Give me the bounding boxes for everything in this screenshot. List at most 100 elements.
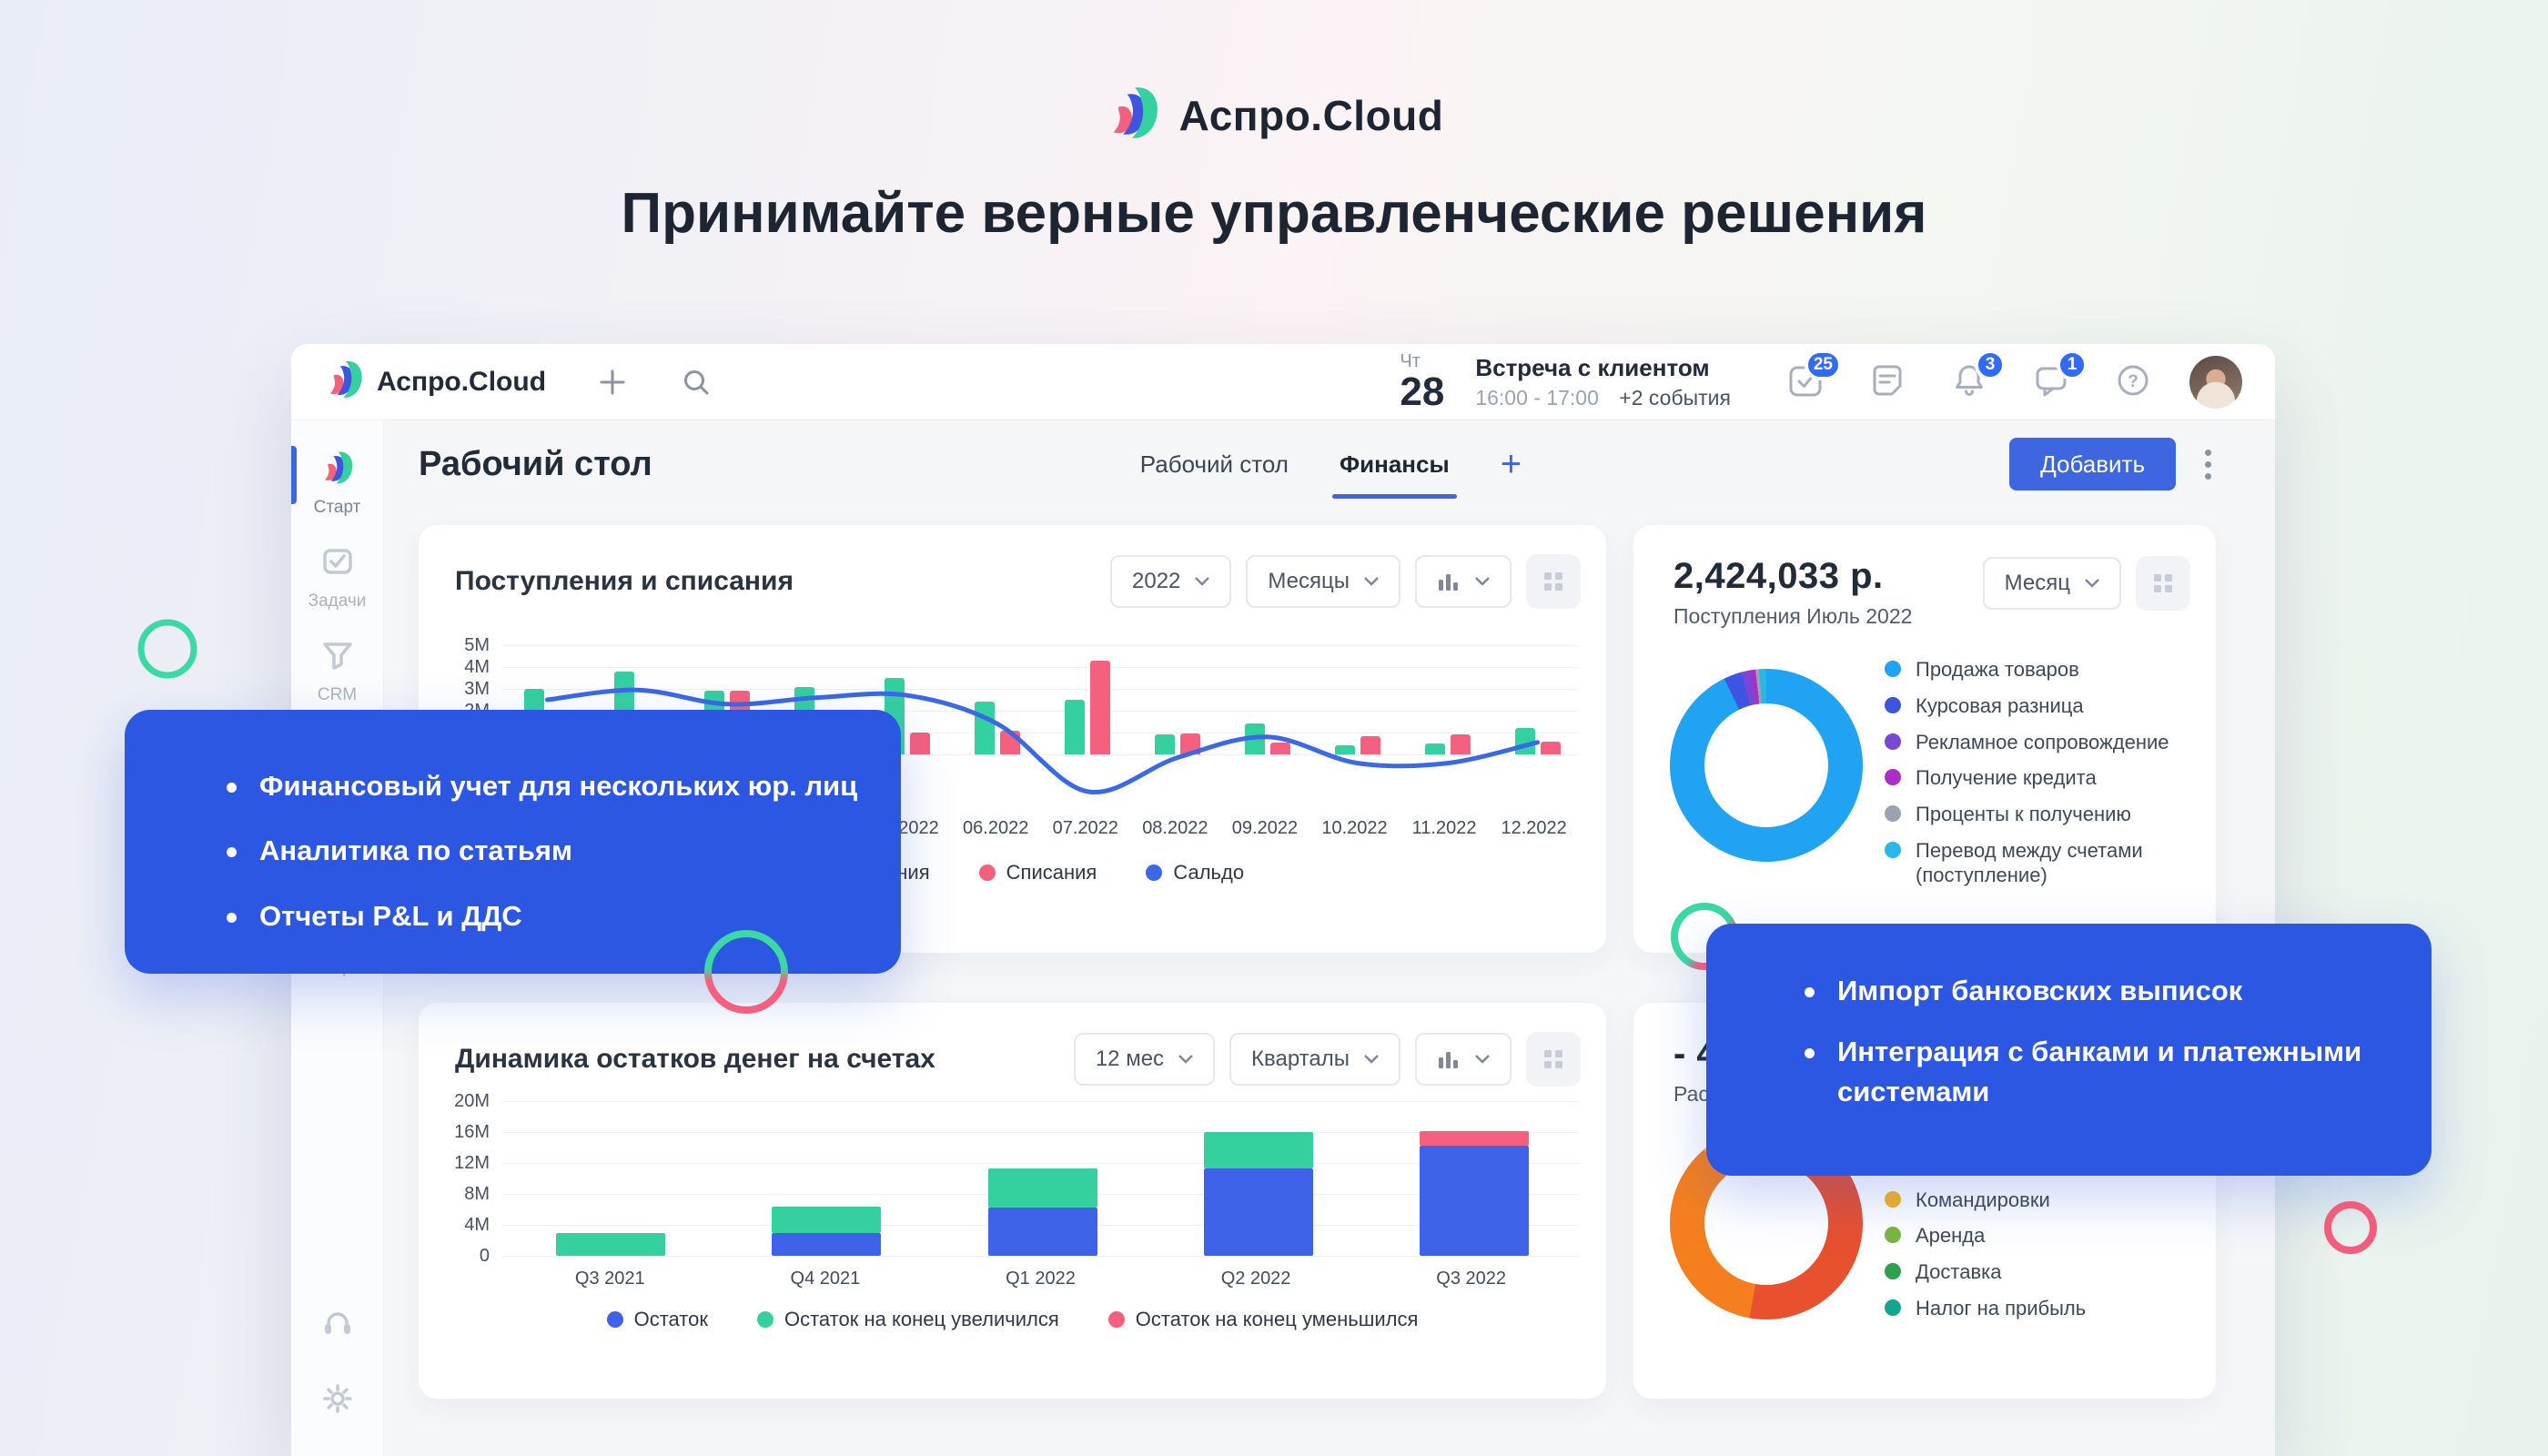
stack-Остаток на конец увеличился bbox=[987, 1168, 1097, 1208]
drag-handle[interactable] bbox=[1526, 1032, 1581, 1087]
sidebar-item-старт[interactable]: Старт bbox=[291, 437, 383, 531]
add-widget-button[interactable]: Добавить bbox=[2009, 438, 2176, 490]
x-axis-label: Q3 2022 bbox=[1436, 1269, 1507, 1289]
notifications-badge: 3 bbox=[1975, 349, 2006, 380]
bar-Списания bbox=[1540, 741, 1561, 754]
y-axis-tick: 8M bbox=[464, 1184, 490, 1204]
widget-balance-dynamics: Динамика остатков денег на счетах 12 мес… bbox=[419, 1003, 1606, 1399]
stack-Остаток на конец уменьшился bbox=[1420, 1131, 1530, 1147]
bar-chart-icon bbox=[1439, 574, 1458, 591]
legend-item: Курсовая разница bbox=[1885, 694, 2190, 719]
chevron-down-icon bbox=[1364, 1055, 1379, 1064]
sidebar-item-label: CRM bbox=[317, 684, 358, 704]
x-axis-label: Q4 2021 bbox=[790, 1269, 861, 1289]
event-subtitle: 16:00 - 17:00 +2 события bbox=[1475, 386, 1731, 410]
stack-Остаток bbox=[987, 1208, 1097, 1256]
period-select[interactable]: Месяцы bbox=[1246, 555, 1400, 608]
legend-item: Остаток на конец увеличился bbox=[756, 1308, 1059, 1331]
legend-item: Рекламное сопровождение bbox=[1885, 731, 2190, 755]
bar-Поступления bbox=[1064, 700, 1085, 754]
x-axis-label: Q2 2022 bbox=[1220, 1269, 1291, 1289]
legend-dot bbox=[756, 1311, 774, 1328]
chart-type-select[interactable] bbox=[1415, 1033, 1512, 1086]
year-select[interactable]: 2022 bbox=[1110, 555, 1232, 608]
next-event[interactable]: Встреча с клиентом 16:00 - 17:00 +2 собы… bbox=[1475, 353, 1731, 411]
x-axis-label: 11.2022 bbox=[1411, 818, 1477, 838]
legend-dot bbox=[1885, 696, 1901, 713]
chevron-down-icon bbox=[1178, 1055, 1193, 1064]
sidebar-item-задачи[interactable]: Задачи bbox=[291, 531, 383, 624]
bar-Поступления bbox=[1154, 734, 1175, 754]
range-select[interactable]: 12 мес bbox=[1073, 1033, 1216, 1086]
y-axis-tick: 4M bbox=[464, 1215, 490, 1235]
legend-dot bbox=[1885, 1299, 1901, 1317]
balances-x-axis: Q3 2021 Q4 2021 Q1 2022 Q2 2022 Q3 2022 bbox=[502, 1269, 1579, 1289]
plus-icon bbox=[600, 369, 625, 394]
messages-button[interactable]: 1 bbox=[2031, 349, 2088, 403]
notes-button[interactable] bbox=[1867, 360, 1907, 403]
chevron-down-icon bbox=[1364, 577, 1379, 586]
income-total: 2,424,033 р. bbox=[1673, 556, 1884, 596]
calendar-date[interactable]: Чт 28 bbox=[1400, 352, 1444, 412]
support-button[interactable] bbox=[319, 1305, 356, 1344]
user-avatar[interactable] bbox=[2189, 355, 2242, 409]
legend-item: Налог на прибыль bbox=[1885, 1297, 2190, 1321]
settings-button[interactable] bbox=[319, 1380, 356, 1420]
search-button[interactable] bbox=[679, 365, 713, 399]
hero-headline: Принимайте верные управленческие решения bbox=[621, 182, 1927, 245]
tasks-inbox-button[interactable]: 25 bbox=[1785, 349, 1842, 403]
income-legend: Продажа товаров Курсовая разница Рекламное… bbox=[1885, 658, 2190, 900]
legend-item: Сальдо bbox=[1146, 861, 1244, 885]
legend-item: Аренда bbox=[1885, 1224, 2190, 1249]
y-axis-tick: 0 bbox=[479, 1246, 490, 1266]
bar-Списания bbox=[910, 733, 931, 754]
x-axis-label: 08.2022 bbox=[1142, 818, 1208, 838]
legend-item: Перевод между счетами (поступление) bbox=[1885, 839, 2190, 888]
stack-Остаток на конец увеличился bbox=[1203, 1132, 1313, 1168]
tab-рабочий-стол[interactable]: Рабочий стол bbox=[1139, 450, 1289, 478]
chart-type-select[interactable] bbox=[1415, 555, 1512, 608]
drag-handle[interactable] bbox=[1526, 554, 1581, 609]
legend-dot bbox=[1885, 1190, 1901, 1208]
legend-dot bbox=[606, 1311, 623, 1328]
chevron-down-icon bbox=[2085, 579, 2099, 588]
decor-circle-pink bbox=[2324, 1201, 2377, 1254]
chevron-down-icon bbox=[1475, 577, 1490, 586]
bar-Списания bbox=[1089, 660, 1110, 754]
event-time: 16:00 - 17:00 bbox=[1475, 386, 1599, 410]
x-axis-label: 09.2022 bbox=[1231, 818, 1299, 838]
create-button[interactable] bbox=[595, 365, 630, 399]
period-select[interactable]: Месяц bbox=[1982, 557, 2121, 610]
drag-handle[interactable] bbox=[2136, 556, 2190, 611]
hero-brand: Аспро.Cloud bbox=[0, 84, 2548, 147]
legend-dot bbox=[1107, 1311, 1125, 1328]
chevron-down-icon bbox=[1195, 577, 1210, 586]
tab-финансы[interactable]: Финансы bbox=[1331, 420, 1457, 508]
period-select[interactable]: Кварталы bbox=[1229, 1033, 1400, 1086]
feature-callout-left: Финансовый учет для нескольких юр. лиц Ан… bbox=[125, 710, 901, 974]
sidebar-item-label: Старт bbox=[313, 498, 361, 517]
legend-dot bbox=[1146, 864, 1163, 881]
sidebar-item-crm[interactable]: CRM bbox=[291, 624, 383, 718]
help-button[interactable]: ? bbox=[2113, 360, 2153, 403]
app-brand[interactable]: Аспро.Cloud bbox=[324, 359, 546, 405]
more-menu-button[interactable] bbox=[2199, 444, 2217, 485]
tasks-icon bbox=[319, 543, 356, 584]
hero-brand-text: Аспро.Cloud bbox=[1178, 91, 1444, 139]
feature-callout-right: Импорт банковских выписок Интеграция с ба… bbox=[1706, 924, 2432, 1176]
x-axis-label: 12.2022 bbox=[1501, 818, 1567, 838]
svg-text:?: ? bbox=[2128, 372, 2138, 391]
saldo-line bbox=[544, 687, 1541, 795]
chevron-down-icon bbox=[1475, 1055, 1490, 1064]
add-tab-button[interactable]: + bbox=[1500, 444, 1522, 484]
tasks-badge: 25 bbox=[1804, 349, 1842, 380]
stack-Остаток на конец увеличился bbox=[555, 1232, 665, 1256]
legend-item: Остаток на конец уменьшился bbox=[1107, 1308, 1418, 1331]
settings-icon bbox=[319, 1384, 356, 1420]
notifications-button[interactable]: 3 bbox=[1949, 349, 2006, 403]
bar-Списания bbox=[1269, 742, 1290, 754]
decor-circle-teal bbox=[137, 619, 197, 679]
legend-item: Доставка bbox=[1885, 1260, 2190, 1285]
sidebar-item-label: Задачи bbox=[308, 591, 367, 611]
